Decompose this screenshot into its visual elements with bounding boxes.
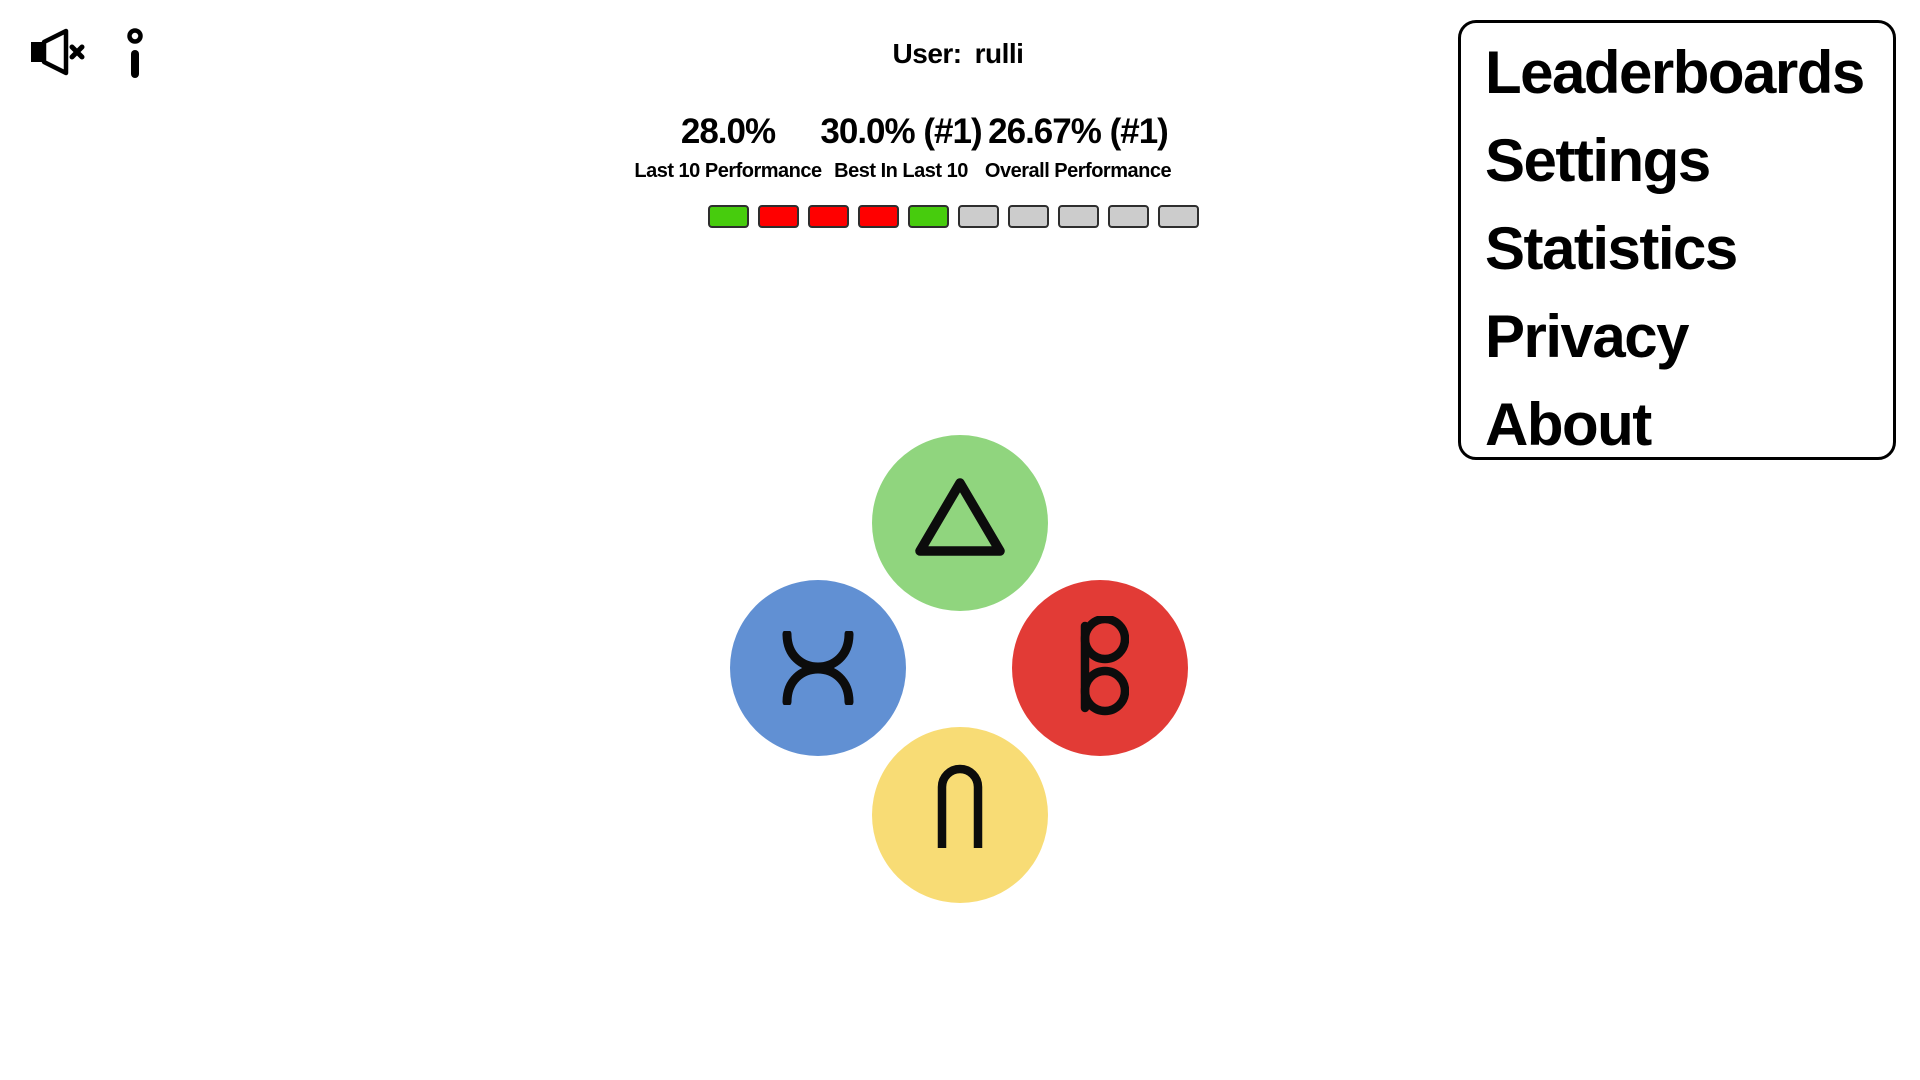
main-menu: Leaderboards Settings Statistics Privacy…	[1458, 20, 1896, 460]
stat-last10: 28.0% Last 10 Performance	[634, 112, 822, 183]
menu-item-settings[interactable]: Settings	[1485, 127, 1711, 194]
history-cell-win	[908, 205, 949, 228]
history-cell-empty	[958, 205, 999, 228]
username: rulli	[974, 38, 1024, 69]
history-cell-empty	[1108, 205, 1149, 228]
curved-x-icon	[782, 631, 854, 705]
menu-item-about[interactable]: About	[1485, 391, 1652, 458]
answer-button-arch[interactable]	[872, 727, 1048, 903]
stat-best-value: 30.0% (#1)	[820, 112, 982, 151]
history-cell-loss	[808, 205, 849, 228]
menu-item-privacy[interactable]: Privacy	[1485, 303, 1690, 370]
top-left-icon-bar	[30, 28, 144, 80]
stat-best-label: Best In Last 10	[834, 160, 968, 182]
stat-overall-value: 26.67% (#1)	[988, 112, 1169, 151]
stat-best: 30.0% (#1) Best In Last 10	[820, 112, 982, 183]
double-circle-icon	[1080, 616, 1129, 716]
history-cell-win	[708, 205, 749, 228]
stat-last10-value: 28.0%	[680, 112, 776, 151]
user-label: User:	[892, 38, 963, 69]
history-cell-loss	[758, 205, 799, 228]
answer-button-triangle[interactable]	[872, 435, 1048, 611]
stat-overall: 26.67% (#1) Overall Performance	[984, 112, 1172, 183]
muted-speaker-icon[interactable]	[30, 28, 88, 76]
history-row	[708, 205, 1199, 228]
stat-overall-label: Overall Performance	[984, 160, 1172, 182]
triangle-icon	[915, 478, 1005, 556]
history-cell-empty	[1158, 205, 1199, 228]
history-cell-loss	[858, 205, 899, 228]
arch-icon	[937, 764, 983, 848]
answer-button-double-circle[interactable]	[1012, 580, 1188, 756]
menu-item-leaderboards[interactable]: Leaderboards	[1485, 39, 1865, 106]
user-line: User: rulli	[893, 38, 1024, 70]
answer-button-curved-x[interactable]	[730, 580, 906, 756]
history-cell-empty	[1008, 205, 1049, 228]
history-cell-empty	[1058, 205, 1099, 228]
menu-item-statistics[interactable]: Statistics	[1485, 215, 1738, 282]
info-icon[interactable]	[126, 28, 144, 80]
stat-last10-label: Last 10 Performance	[634, 160, 822, 182]
